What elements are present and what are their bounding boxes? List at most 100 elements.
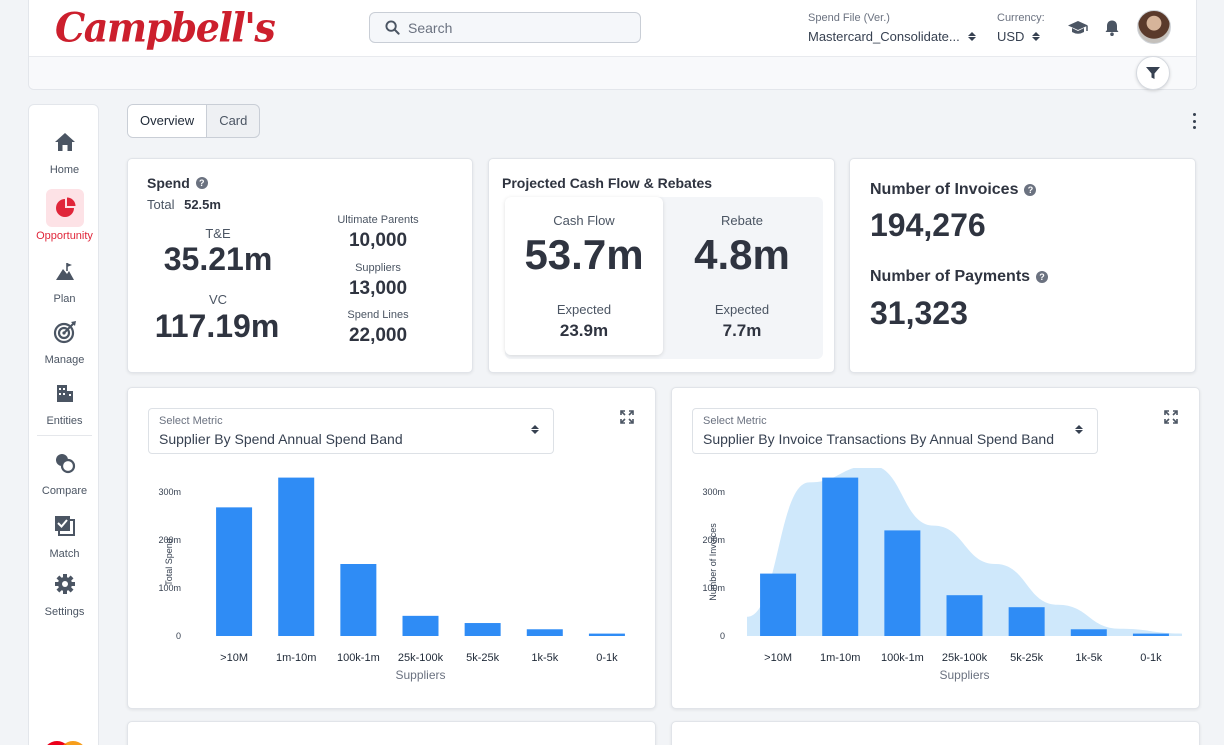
y-tick-label: 200m (702, 535, 725, 545)
top-header: Campbell's ® Spend File (Ver.) Mastercar… (28, 0, 1197, 90)
nav-home[interactable]: Home (29, 123, 100, 176)
bar (1008, 607, 1045, 636)
invoices-card: Number of Invoices ? 194,276 Number of P… (849, 158, 1196, 373)
chart-card-invoices: Select Metric Supplier By Invoice Transa… (671, 387, 1200, 709)
spend-file-select[interactable]: Mastercard_Consolidate... (808, 29, 976, 44)
nav-manage-label: Manage (44, 354, 85, 366)
help-icon[interactable]: ? (1036, 271, 1049, 283)
bar (1070, 629, 1107, 636)
chart-card-lower-left (127, 721, 656, 745)
nav-manage[interactable]: Manage (29, 313, 100, 366)
cashflow-card: Projected Cash Flow & Rebates Cash Flow … (488, 158, 835, 373)
cashflow-box (505, 197, 663, 355)
nav-compare-label: Compare (41, 485, 88, 497)
campbells-logo[interactable]: Campbell's (55, 3, 276, 52)
bar (588, 633, 625, 636)
spend-band-chart: 0 100m 200m 300m >10M 1m-10m 100k-1m 25k-100k 5k… (158, 477, 625, 682)
cash-flow-value: 53.7m (524, 231, 644, 278)
search-box[interactable] (369, 12, 641, 43)
nav-settings[interactable]: Settings (29, 565, 100, 618)
target-icon (46, 313, 84, 351)
nav-plan-label: Plan (53, 293, 76, 305)
payments-value: 31,323 (870, 295, 968, 331)
ultimate-parents-label: Ultimate Parents (337, 214, 419, 226)
te-value: 35.21m (163, 241, 273, 277)
currency-label: Currency: (997, 12, 1045, 24)
nav-match-label: Match (49, 548, 80, 560)
expand-icon[interactable] (620, 410, 634, 424)
more-options-icon[interactable] (1188, 113, 1200, 129)
invoices-label: Number of Invoices (870, 181, 1019, 198)
spend-title: Spend ? (147, 175, 208, 191)
y-tick-label: 0 (176, 631, 181, 641)
compare-icon (46, 444, 84, 482)
x-tick-label: 1k-5k (531, 652, 558, 664)
cash-flow-label: Cash Flow (553, 213, 615, 228)
bar (340, 564, 377, 636)
bar (402, 615, 439, 636)
mastercard-logo (47, 741, 83, 745)
cashflow-panel: Cash Flow 53.7m Expected 23.9m Rebate 4.… (505, 197, 823, 359)
spend-card: Spend ? Total 52.5m T&E 35.21m VC 117.19… (127, 158, 473, 373)
bar (216, 507, 253, 636)
metric-select[interactable]: Select Metric Supplier By Spend Annual S… (148, 408, 554, 454)
bar (822, 477, 859, 636)
nav-match[interactable]: Match (29, 507, 100, 560)
tab-overview[interactable]: Overview (128, 105, 208, 137)
y-tick-label: 100m (158, 583, 181, 593)
logo-trademark: ® (200, 32, 205, 38)
currency-select[interactable]: USD (997, 29, 1041, 44)
cashflow-title: Projected Cash Flow & Rebates (502, 175, 713, 191)
spend-title-text: Spend (147, 175, 190, 191)
search-input[interactable] (408, 19, 628, 36)
cash-flow-expected-value: 23.9m (559, 321, 609, 340)
y-tick-label: 300m (158, 487, 181, 497)
x-tick-label: 1k-5k (1075, 652, 1102, 664)
metric-select[interactable]: Select Metric Supplier By Invoice Transa… (692, 408, 1098, 454)
help-icon[interactable]: ? (1024, 184, 1037, 196)
x-tick-label: >10M (764, 652, 792, 664)
filter-icon (1146, 67, 1160, 79)
sort-updown-icon (1075, 425, 1083, 434)
x-tick-label: 25k-100k (398, 652, 444, 664)
bar (526, 629, 563, 636)
help-icon[interactable]: ? (195, 177, 208, 189)
user-avatar[interactable] (1137, 10, 1171, 44)
y-axis-label: Total Spend (164, 538, 174, 586)
graduation-cap-icon[interactable] (1067, 18, 1089, 38)
metric-select-value: Supplier By Spend Annual Spend Band (159, 431, 403, 447)
expand-icon[interactable] (1164, 410, 1178, 424)
te-label: T&E (205, 226, 231, 241)
nav-opportunity[interactable]: Opportunity (29, 189, 100, 242)
y-tick-label: 200m (158, 535, 181, 545)
nav-settings-label: Settings (44, 606, 85, 618)
y-tick-label: 300m (702, 487, 725, 497)
nav-entities[interactable]: Entities (29, 374, 100, 427)
x-tick-label: 0-1k (1140, 652, 1162, 664)
y-axis-label: Number of Invoices (708, 523, 718, 601)
currency-value: USD (997, 29, 1025, 44)
vc-label: VC (208, 292, 228, 307)
sort-updown-icon (531, 425, 539, 434)
nav-compare[interactable]: Compare (29, 444, 100, 497)
sort-updown-icon (967, 32, 976, 41)
filter-button[interactable] (1136, 56, 1170, 90)
home-icon (46, 123, 84, 161)
side-navigation: Home Opportunity Plan Manage Entities Co… (28, 104, 99, 745)
x-tick-label: 25k-100k (942, 652, 988, 664)
invoice-band-chart: 0 100m 200m 300m >10M 1m-10m 100k-1m 25k-100k 5k… (702, 468, 1182, 682)
y-tick-label: 0 (720, 631, 725, 641)
nav-separator (37, 435, 92, 436)
bar (884, 530, 921, 636)
x-tick-label: 5k-25k (466, 652, 500, 664)
nav-plan[interactable]: Plan (29, 252, 100, 305)
spend-total-label: Total (147, 197, 175, 212)
x-tick-label: 0-1k (596, 652, 618, 664)
bell-icon[interactable] (1101, 18, 1123, 38)
pie-chart-icon (45, 189, 84, 227)
tab-card[interactable]: Card (219, 113, 248, 128)
x-tick-label: 5k-25k (1010, 652, 1044, 664)
payments-title: Number of Payments ? (870, 268, 1049, 286)
sort-updown-icon (1032, 32, 1041, 41)
x-axis-label: Suppliers (939, 668, 989, 682)
